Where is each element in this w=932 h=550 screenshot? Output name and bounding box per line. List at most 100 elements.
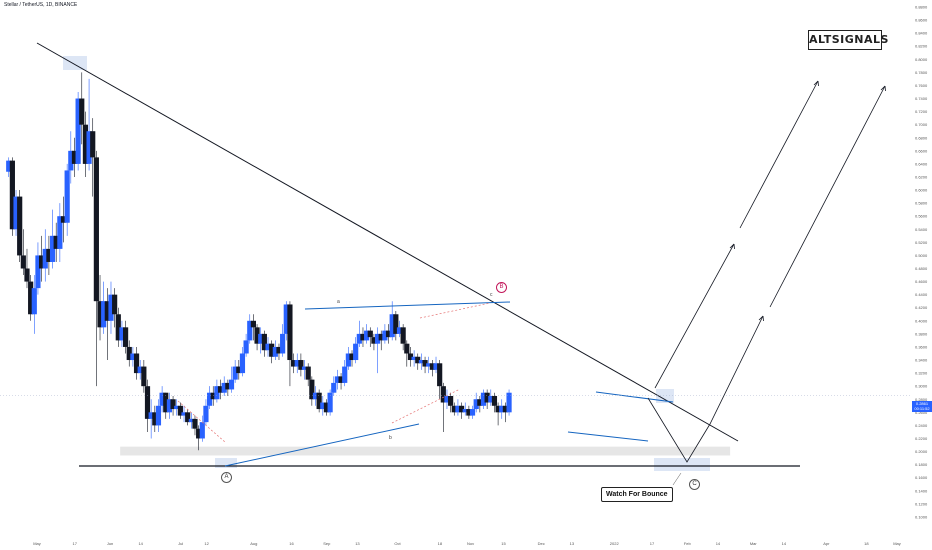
- candle-body: [97, 301, 103, 328]
- candle-90: [334, 369, 341, 390]
- candle-62: [232, 360, 238, 383]
- candle-body: [166, 399, 173, 413]
- x-tick-label-9: 13: [355, 541, 360, 546]
- candle-body: [488, 395, 494, 403]
- candle-95: [353, 337, 359, 364]
- candle-100: [371, 333, 377, 351]
- candle-body: [276, 346, 282, 354]
- candle-body: [108, 294, 114, 321]
- y-tick-label-30: 0.2800: [915, 397, 928, 402]
- candle-body: [440, 386, 446, 403]
- candle-42: [159, 386, 165, 413]
- candle-body: [148, 412, 154, 419]
- candle-52: [196, 425, 202, 451]
- candle-body: [126, 346, 132, 361]
- y-tick-label-28: 0.3200: [915, 371, 928, 376]
- arrow-head-0: [729, 243, 735, 250]
- candle-137: [506, 389, 512, 416]
- candle-109: [404, 340, 410, 367]
- candle-body: [192, 418, 198, 429]
- candle-124: [458, 402, 465, 419]
- x-tick-label-22: Apr: [823, 541, 830, 546]
- candle-113: [418, 353, 424, 370]
- candle-111: [411, 350, 417, 367]
- candle-body: [225, 382, 231, 390]
- descending-trendline: [36, 42, 739, 442]
- candle-92: [342, 360, 348, 387]
- candle-97: [360, 327, 366, 347]
- candle-56: [210, 386, 216, 406]
- candle-body: [283, 304, 289, 334]
- candle-54: [203, 399, 209, 426]
- candle-body: [378, 333, 384, 341]
- candle-body: [393, 314, 399, 334]
- candle-60: [225, 379, 231, 396]
- candle-body: [415, 356, 421, 364]
- projection-long-right: [769, 85, 886, 308]
- candle-body: [42, 248, 48, 269]
- candle-body: [39, 255, 45, 269]
- y-tick-label-35: 0.1800: [915, 462, 928, 467]
- candle-body: [477, 399, 483, 406]
- candle-87: [323, 399, 330, 416]
- candle-body: [298, 360, 304, 370]
- candle-132: [488, 389, 494, 406]
- candle-23: [90, 118, 96, 197]
- candle-114: [422, 356, 428, 374]
- candle-72: [269, 340, 275, 364]
- candle-11: [46, 235, 52, 276]
- y-tick-label-10: 0.6800: [915, 135, 928, 140]
- candle-body: [342, 366, 348, 383]
- candle-body: [484, 392, 490, 403]
- candle-body: [20, 255, 26, 269]
- candle-70: [261, 330, 267, 357]
- sub-wave-a: a: [337, 299, 340, 305]
- candle-33: [126, 340, 132, 367]
- candle-63: [236, 360, 242, 380]
- candle-body: [13, 196, 19, 230]
- candle-body: [221, 382, 227, 393]
- candle-106: [393, 310, 399, 341]
- time-axis[interactable]: May 17 Jun 14 Jul 12 Aug 16 Sep 13 Oct 18 Nov 15 Dec 13…: [33, 541, 901, 546]
- candle-57: [214, 379, 220, 403]
- candle-body: [174, 405, 180, 410]
- candle-body: [181, 412, 187, 416]
- candle-25: [97, 275, 103, 341]
- y-tick-label-1: 0.8600: [915, 18, 928, 23]
- candle-86: [320, 395, 326, 416]
- y-tick-label-13: 0.6200: [915, 174, 928, 179]
- candle-body: [101, 301, 107, 328]
- candle-body: [444, 395, 450, 403]
- candle-body: [9, 160, 15, 230]
- candle-85: [316, 389, 322, 413]
- x-tick-label-3: 14: [138, 541, 143, 546]
- x-tick-label-17: 17: [650, 541, 655, 546]
- candle-body: [217, 386, 224, 393]
- candle-101: [374, 327, 381, 374]
- candle-39: [148, 399, 154, 439]
- candle-body: [31, 288, 37, 315]
- candle-body: [294, 360, 300, 367]
- price-axis[interactable]: 0.8800 0.8600 0.8400 0.8200 0.8000 0.7800 0.76…: [0, 5, 928, 520]
- candle-116: [429, 360, 435, 377]
- support-zone: [120, 446, 731, 456]
- candle-body: [353, 343, 359, 361]
- y-tick-label-3: 0.8200: [915, 44, 928, 49]
- candle-75: [280, 324, 286, 357]
- candle-7: [31, 275, 37, 334]
- candle-body: [331, 382, 337, 393]
- candle-body: [499, 405, 505, 413]
- candle-91: [338, 373, 344, 390]
- y-tick-label-20: 0.4800: [915, 266, 928, 271]
- candle-6: [28, 275, 34, 321]
- y-tick-label-34: 0.2000: [915, 449, 928, 454]
- candle-76: [283, 301, 289, 341]
- candle-body: [177, 405, 183, 416]
- projection-long-left: [739, 80, 819, 229]
- candle-body: [382, 330, 388, 341]
- candle-61: [228, 366, 235, 393]
- y-tick-label-2: 0.8400: [915, 31, 928, 36]
- candle-body: [49, 235, 56, 262]
- candle-94: [349, 350, 355, 367]
